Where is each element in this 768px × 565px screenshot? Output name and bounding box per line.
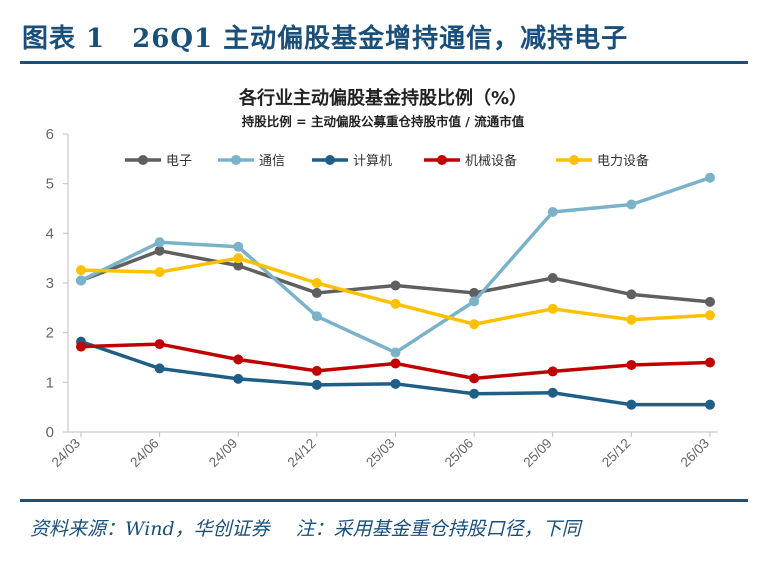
series-电子: [76, 245, 715, 307]
figure-title: 图表 1 26Q1 主动偏股基金增持通信，减持电子: [22, 24, 629, 54]
y-tick-label: 3: [46, 275, 54, 292]
data-point: [547, 303, 558, 314]
data-point: [469, 296, 480, 307]
y-tick-label: 2: [46, 325, 54, 342]
data-point: [390, 347, 401, 358]
legend-marker: [437, 155, 447, 165]
data-point: [76, 265, 86, 276]
data-point: [469, 287, 480, 298]
x-tick-label: 24/12: [284, 436, 319, 471]
data-point: [311, 365, 322, 376]
bottom-divider: [20, 499, 748, 502]
chart-title: 各行业主动偏股基金持股比例（%）: [238, 87, 527, 109]
data-point: [626, 314, 637, 325]
legend-label: 机械设备: [465, 153, 517, 169]
y-tick-label: 4: [46, 225, 54, 242]
data-point: [233, 354, 244, 365]
legend-marker: [138, 155, 148, 165]
data-point: [469, 319, 480, 330]
series-line: [80, 176, 711, 355]
data-point: [311, 311, 322, 322]
data-point: [233, 253, 244, 264]
data-point: [311, 278, 322, 288]
y-tick-label: 1: [46, 374, 54, 391]
data-point: [154, 245, 165, 256]
data-point: [311, 379, 322, 390]
data-point: [547, 273, 558, 284]
y-tick-label: 0: [46, 424, 54, 441]
legend-item: 计算机: [312, 154, 392, 169]
top-divider: [20, 61, 748, 64]
data-point: [76, 341, 86, 352]
data-point: [154, 339, 165, 350]
data-point: [390, 378, 401, 389]
legend-item: 通信: [218, 154, 285, 169]
data-point: [705, 172, 715, 183]
data-point: [626, 399, 637, 410]
method-note: 注：采用基金重仓持股口径，下同: [295, 518, 581, 540]
legend-marker: [569, 155, 579, 165]
series-通信: [76, 172, 715, 358]
legend-item: 电子: [125, 154, 192, 169]
x-tick-label: 24/09: [206, 436, 241, 471]
data-point: [390, 298, 401, 309]
legend-label: 电子: [166, 154, 192, 169]
data-point: [547, 206, 558, 217]
legend-label: 计算机: [353, 154, 392, 169]
data-point: [705, 357, 715, 368]
data-point: [705, 399, 715, 410]
data-point: [626, 199, 637, 210]
data-point: [76, 275, 86, 286]
source-note: 资料来源：Wind，华创证券: [30, 518, 270, 540]
data-point: [311, 287, 322, 298]
data-point: [705, 296, 715, 307]
data-point: [233, 260, 244, 271]
data-point: [233, 241, 244, 252]
x-tick-label: 24/06: [127, 436, 162, 471]
y-tick-label: 5: [46, 176, 54, 193]
x-tick-label: 25/12: [599, 436, 634, 471]
legend-item: 机械设备: [424, 153, 517, 169]
data-point: [469, 373, 480, 384]
series-机械设备: [76, 339, 715, 384]
y-tick-label: 6: [46, 126, 54, 143]
chart-series: [76, 172, 715, 410]
data-point: [154, 363, 165, 374]
legend-marker: [325, 155, 335, 165]
x-tick-label: 25/09: [520, 436, 555, 471]
data-point: [705, 310, 715, 321]
data-point: [233, 373, 244, 384]
legend-marker: [231, 155, 241, 165]
series-电力设备: [76, 253, 715, 330]
legend-item: 电力设备: [556, 153, 649, 169]
legend-label: 通信: [259, 154, 285, 169]
chart-subtitle: 持股比例 = 主动偏股公募重仓持股市值 / 流通市值: [242, 114, 525, 129]
data-point: [626, 289, 637, 300]
data-point: [626, 359, 637, 370]
data-point: [390, 358, 401, 369]
data-point: [154, 267, 165, 278]
data-point: [390, 280, 401, 291]
data-point: [547, 387, 558, 398]
data-point: [547, 366, 558, 377]
legend-label: 电力设备: [597, 153, 649, 169]
x-tick-label: 26/03: [678, 436, 713, 471]
footer: 资料来源：Wind，华创证券 注：采用基金重仓持股口径，下同: [30, 514, 581, 541]
chart-legend: 电子 通信 计算机 机械设备 电力设备: [125, 153, 649, 169]
x-tick-label: 25/06: [442, 436, 477, 471]
data-point: [154, 237, 165, 248]
series-line: [80, 248, 711, 304]
x-tick-label: 25/03: [363, 436, 398, 471]
data-point: [469, 388, 480, 399]
